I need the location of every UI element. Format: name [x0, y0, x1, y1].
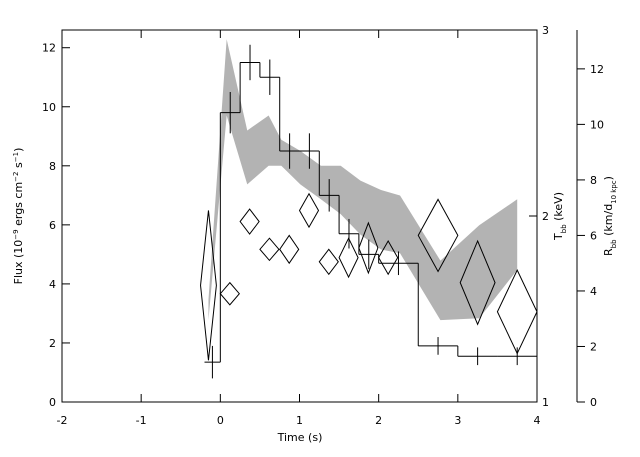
radius-diamond: [239, 208, 260, 235]
radius-diamond: [298, 192, 320, 229]
radius-diamond: [338, 237, 359, 279]
y3-tick-label: 8: [590, 174, 597, 187]
label-part: ): [602, 176, 615, 180]
x-tick-label: -1: [136, 414, 147, 427]
temperature-band: [208, 39, 518, 321]
y-tick-label: 10: [42, 101, 56, 114]
y3-tick-label: 2: [590, 340, 597, 353]
radius-diamond: [318, 248, 339, 276]
y-axis-label: Tbb (keV): [552, 192, 568, 241]
x-tick-label: -2: [57, 414, 68, 427]
y-tick-label: 8: [49, 160, 56, 173]
y-tick-label: 0: [49, 396, 56, 409]
y2-tick-label: 3: [542, 24, 549, 37]
y-tick-label: 6: [49, 219, 56, 232]
label-part: −2: [12, 171, 20, 181]
y-tick-label: 12: [42, 42, 56, 55]
label-part: (km/d: [602, 204, 615, 240]
label-part: 10 kpc: [610, 180, 618, 204]
label-part: −1: [12, 152, 20, 162]
y3-tick-label: 4: [590, 285, 597, 298]
radius-diamond: [417, 198, 459, 273]
label-part: bb: [610, 239, 618, 248]
label-part: Flux (10: [12, 240, 25, 285]
radius-diamond: [459, 239, 496, 326]
radius-diamond: [358, 221, 379, 275]
radius-diamond: [200, 210, 217, 361]
y3-tick-label: 12: [590, 63, 604, 76]
y2-tick-label: 2: [542, 210, 549, 223]
x-tick-label: 1: [296, 414, 303, 427]
radius-diamond: [378, 239, 399, 276]
label-part: ): [12, 148, 25, 152]
label-part: ergs cm: [12, 182, 25, 230]
radius-diamond: [279, 234, 300, 265]
label-part: s: [12, 162, 25, 171]
radius-diamond: [496, 268, 538, 355]
y-axis-label: Rbb (km/d10 kpc): [602, 176, 618, 256]
y3-tick-label: 0: [590, 396, 597, 409]
y3-tick-label: 6: [590, 229, 597, 242]
y3-tick-label: 10: [590, 118, 604, 131]
y-tick-label: 2: [49, 337, 56, 350]
y2-tick-label: 1: [542, 396, 549, 409]
plot-frame: [61, 29, 538, 403]
label-part: bb: [560, 224, 568, 233]
x-tick-label: 0: [217, 414, 224, 427]
label-part: R: [602, 248, 615, 256]
x-tick-label: 2: [375, 414, 382, 427]
radius-diamond: [259, 237, 280, 262]
x-tick-label: 3: [454, 414, 461, 427]
y-tick-label: 4: [49, 278, 56, 291]
y-axis-label: Flux (10−9 ergs cm−2 s−1): [12, 148, 25, 285]
x-tick-label: 4: [534, 414, 541, 427]
radius-diamond: [219, 281, 240, 306]
x-axis-label: Time (s): [277, 431, 323, 444]
label-part: T: [552, 233, 565, 241]
label-part: −9: [12, 229, 20, 239]
label-part: (keV): [552, 192, 565, 224]
